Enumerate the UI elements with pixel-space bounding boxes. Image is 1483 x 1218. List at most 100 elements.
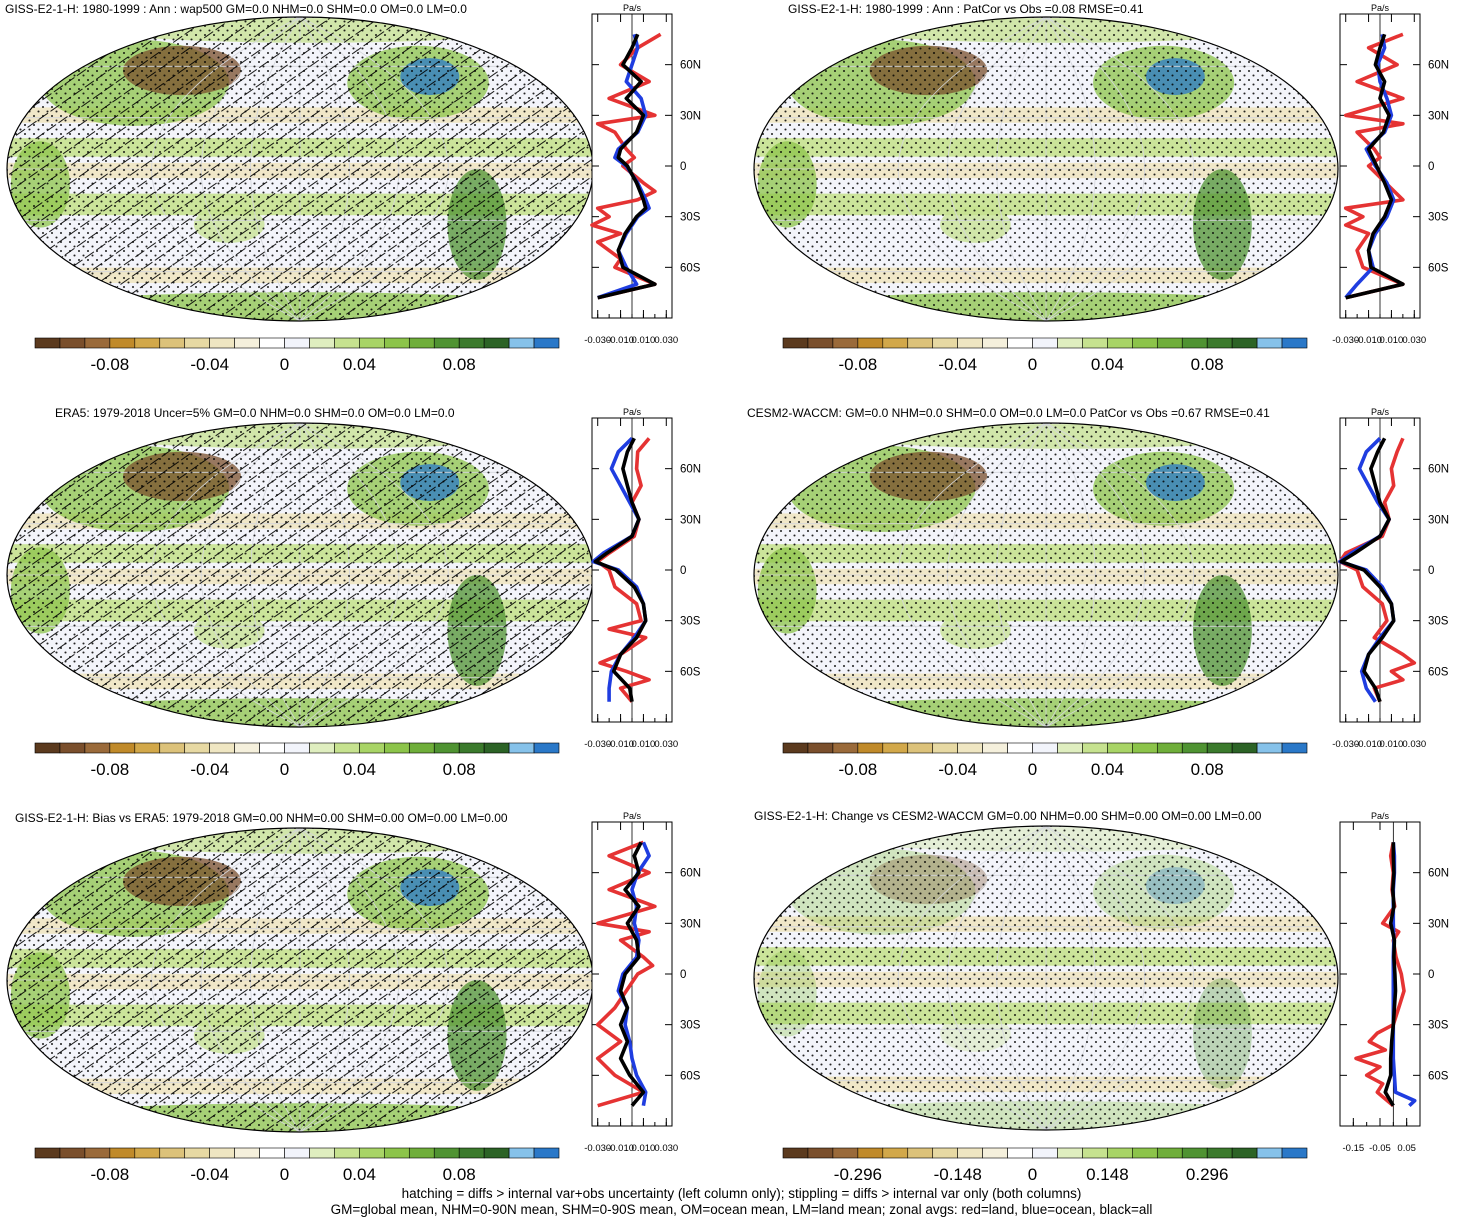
- colorbar-box-19: [1256, 1147, 1283, 1159]
- colorbar-box-18: [483, 337, 510, 349]
- colorbar-label-3: 0.04: [343, 760, 376, 779]
- colorbar-box-8: [234, 1147, 260, 1159]
- y-tick-label-2: 0: [1428, 161, 1434, 173]
- footnote-means: GM=global mean, NHM=0-90N mean, SHM=0-90…: [330, 1202, 1153, 1217]
- colorbar-box-10: [284, 742, 310, 754]
- colorbar-box-5: [159, 742, 186, 754]
- colorbar-box-8: [982, 742, 1008, 754]
- zonal-units-label: Pa/s: [1371, 3, 1390, 13]
- map-outline: [753, 825, 1339, 1131]
- colorbar-box-10: [284, 337, 310, 349]
- colorbar-box-17: [1206, 337, 1233, 349]
- colorbar-box-13: [1107, 1147, 1133, 1159]
- map-p6: [753, 825, 1339, 1131]
- colorbar-box-6: [932, 742, 958, 754]
- colorbar-box-16: [1181, 1147, 1208, 1159]
- colorbar-label-4: 0.08: [443, 355, 476, 374]
- colorbar-label-0: -0.08: [839, 760, 878, 779]
- colorbar-box-6: [932, 337, 958, 349]
- colorbar-label-0: -0.08: [91, 760, 130, 779]
- colorbar-box-7: [209, 742, 235, 754]
- x-tick-label-2: 0.010: [632, 335, 656, 346]
- colorbar-box-3: [109, 337, 136, 349]
- colorbar-box-4: [134, 1147, 161, 1159]
- colorbar-label-3: 0.148: [1086, 1165, 1129, 1184]
- colorbar-label-1: -0.04: [190, 760, 229, 779]
- x-tick-label-3: 0.030: [1402, 335, 1426, 346]
- colorbar-box-15: [408, 742, 435, 754]
- y-tick-label-0: 60N: [680, 464, 701, 476]
- colorbar-box-15: [408, 1147, 435, 1159]
- colorbar-box-10: [284, 1147, 310, 1159]
- colorbar-box-5: [907, 1147, 934, 1159]
- colorbar-box-0: [34, 337, 61, 349]
- zonal-series-land: [1338, 437, 1417, 703]
- colorbar-box-1: [59, 337, 86, 349]
- colorbar-box-10: [1032, 337, 1058, 349]
- colorbar-label-4: 0.296: [1186, 1165, 1229, 1184]
- colorbar-box-2: [832, 337, 859, 349]
- x-tick-label-0: -0.030: [1332, 335, 1359, 346]
- y-tick-label-4: 60S: [1428, 666, 1449, 678]
- y-tick-label-0: 60N: [1428, 60, 1449, 72]
- colorbar-box-8: [982, 337, 1008, 349]
- colorbar-label-0: -0.08: [839, 355, 878, 374]
- colorbar-box-1: [59, 742, 86, 754]
- zonal-series-all: [618, 841, 646, 1107]
- colorbar-box-2: [832, 1147, 859, 1159]
- colorbar-box-3: [857, 337, 884, 349]
- panel-title-p6: GISS-E2-1-H: Change vs CESM2-WACCM GM=0.…: [754, 809, 1262, 823]
- colorbar-label-4: 0.08: [1191, 760, 1224, 779]
- zonal-plot-p6: Pa/s 60N 30N 0 30S 60S -0.15 -0.05 0.05: [1339, 811, 1449, 1154]
- colorbar-label-3: 0.04: [1091, 355, 1124, 374]
- colorbar-box-1: [59, 1147, 86, 1159]
- y-tick-label-3: 30S: [1428, 616, 1449, 628]
- x-tick-label-0: -0.030: [584, 335, 611, 346]
- zonal-units-label: Pa/s: [623, 3, 642, 13]
- zonal-units-label: Pa/s: [1371, 407, 1390, 417]
- colorbar-box-8: [234, 337, 260, 349]
- colorbar-box-7: [957, 742, 983, 754]
- colorbar-box-12: [334, 742, 360, 754]
- colorbar-box-6: [184, 1147, 210, 1159]
- colorbar-box-11: [309, 1147, 335, 1159]
- map-p2: [753, 16, 1339, 322]
- x-tick-label-3: 0.030: [654, 739, 678, 750]
- y-tick-label-2: 0: [680, 969, 686, 981]
- x-tick-label-1: -0.010: [1355, 739, 1382, 750]
- colorbar-box-0: [782, 742, 809, 754]
- colorbar-box-12: [1082, 742, 1108, 754]
- colorbar-label-2: 0: [1028, 355, 1037, 374]
- colorbar-box-16: [433, 742, 460, 754]
- colorbar-box-0: [34, 1147, 61, 1159]
- zonal-units-label: Pa/s: [623, 407, 642, 417]
- zonal-series-land: [595, 437, 651, 703]
- map-field: [754, 423, 1338, 727]
- colorbar-box-16: [1181, 742, 1208, 754]
- y-tick-label-4: 60S: [680, 666, 701, 678]
- colorbar-box-4: [882, 1147, 909, 1159]
- x-tick-label-3: 0.030: [1402, 739, 1426, 750]
- colorbar-box-19: [508, 742, 535, 754]
- colorbar-box-1: [807, 1147, 834, 1159]
- colorbar-box-0: [782, 1147, 809, 1159]
- colorbar-label-4: 0.08: [443, 760, 476, 779]
- colorbar-box-1: [807, 742, 834, 754]
- colorbar-label-1: -0.148: [934, 1165, 982, 1184]
- y-tick-label-0: 60N: [680, 60, 701, 72]
- colorbar-box-16: [433, 1147, 460, 1159]
- colorbar-box-4: [134, 742, 161, 754]
- colorbar-box-6: [184, 337, 210, 349]
- y-tick-label-2: 0: [1428, 969, 1434, 981]
- colorbar-box-8: [982, 1147, 1008, 1159]
- colorbar-box-7: [957, 1147, 983, 1159]
- y-tick-label-4: 60S: [680, 262, 701, 274]
- colorbar-label-2: 0: [1028, 1165, 1037, 1184]
- colorbar-box-13: [359, 1147, 385, 1159]
- colorbar-label-0: -0.296: [834, 1165, 882, 1184]
- colorbar-box-6: [184, 742, 210, 754]
- colorbar-box-10: [1032, 742, 1058, 754]
- colorbar-box-17: [1206, 1147, 1233, 1159]
